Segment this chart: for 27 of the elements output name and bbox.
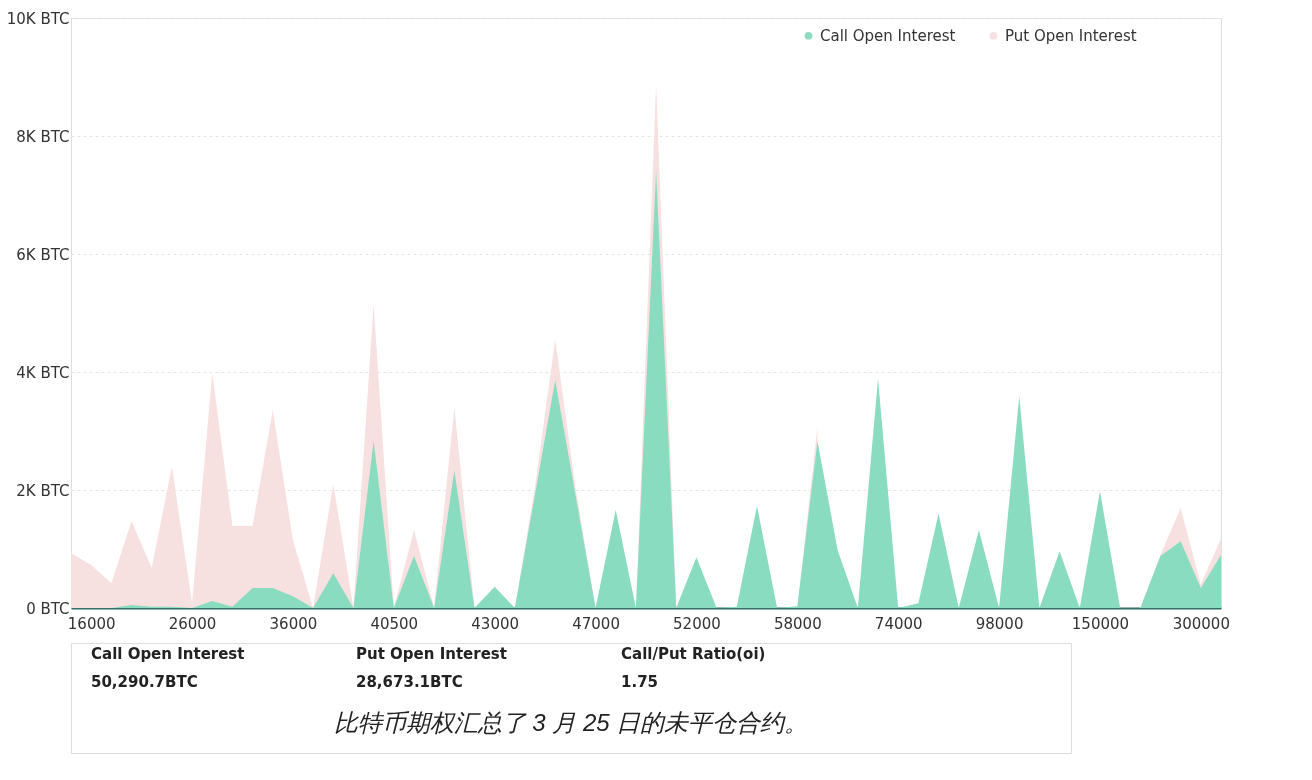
legend-label: Call Open Interest xyxy=(820,26,956,45)
x-tick-label: 40500 xyxy=(370,614,419,633)
text: Put Open Interest xyxy=(356,645,507,663)
x-tick-label: 58000 xyxy=(773,614,822,633)
x-tick-label: 36000 xyxy=(269,614,318,633)
y-tick-label: 2K BTC xyxy=(16,481,70,500)
x-tick-label: 74000 xyxy=(874,614,923,633)
x-tick-label: 43000 xyxy=(471,614,520,633)
text: Call Open Interest xyxy=(91,645,245,663)
x-tick-label: 300000 xyxy=(1172,614,1230,633)
x-tick-label: 150000 xyxy=(1071,614,1130,633)
y-tick-label: 0 BTC xyxy=(26,599,70,618)
text: Call/Put Ratio(oi) xyxy=(621,645,766,663)
x-tick-label: 16000 xyxy=(67,614,116,633)
x-tick-label: 98000 xyxy=(975,614,1024,633)
text: 比特币期权汇总了 3 月 25 日的未平仓合约。 xyxy=(333,708,809,736)
x-tick-label: 52000 xyxy=(673,614,721,633)
y-tick-label: 4K BTC xyxy=(16,363,70,382)
text: 1.75 xyxy=(621,672,659,691)
y-tick-label: 8K BTC xyxy=(16,127,70,146)
text: 50,290.7BTC xyxy=(91,672,198,691)
y-tick-label: 10K BTC xyxy=(6,9,70,28)
x-tick-label: 47000 xyxy=(572,614,620,633)
text: 28,673.1BTC xyxy=(356,672,463,691)
y-tick-label: 6K BTC xyxy=(16,245,70,264)
x-tick-label: 26000 xyxy=(168,614,217,633)
legend-label: Put Open Interest xyxy=(1005,26,1137,45)
